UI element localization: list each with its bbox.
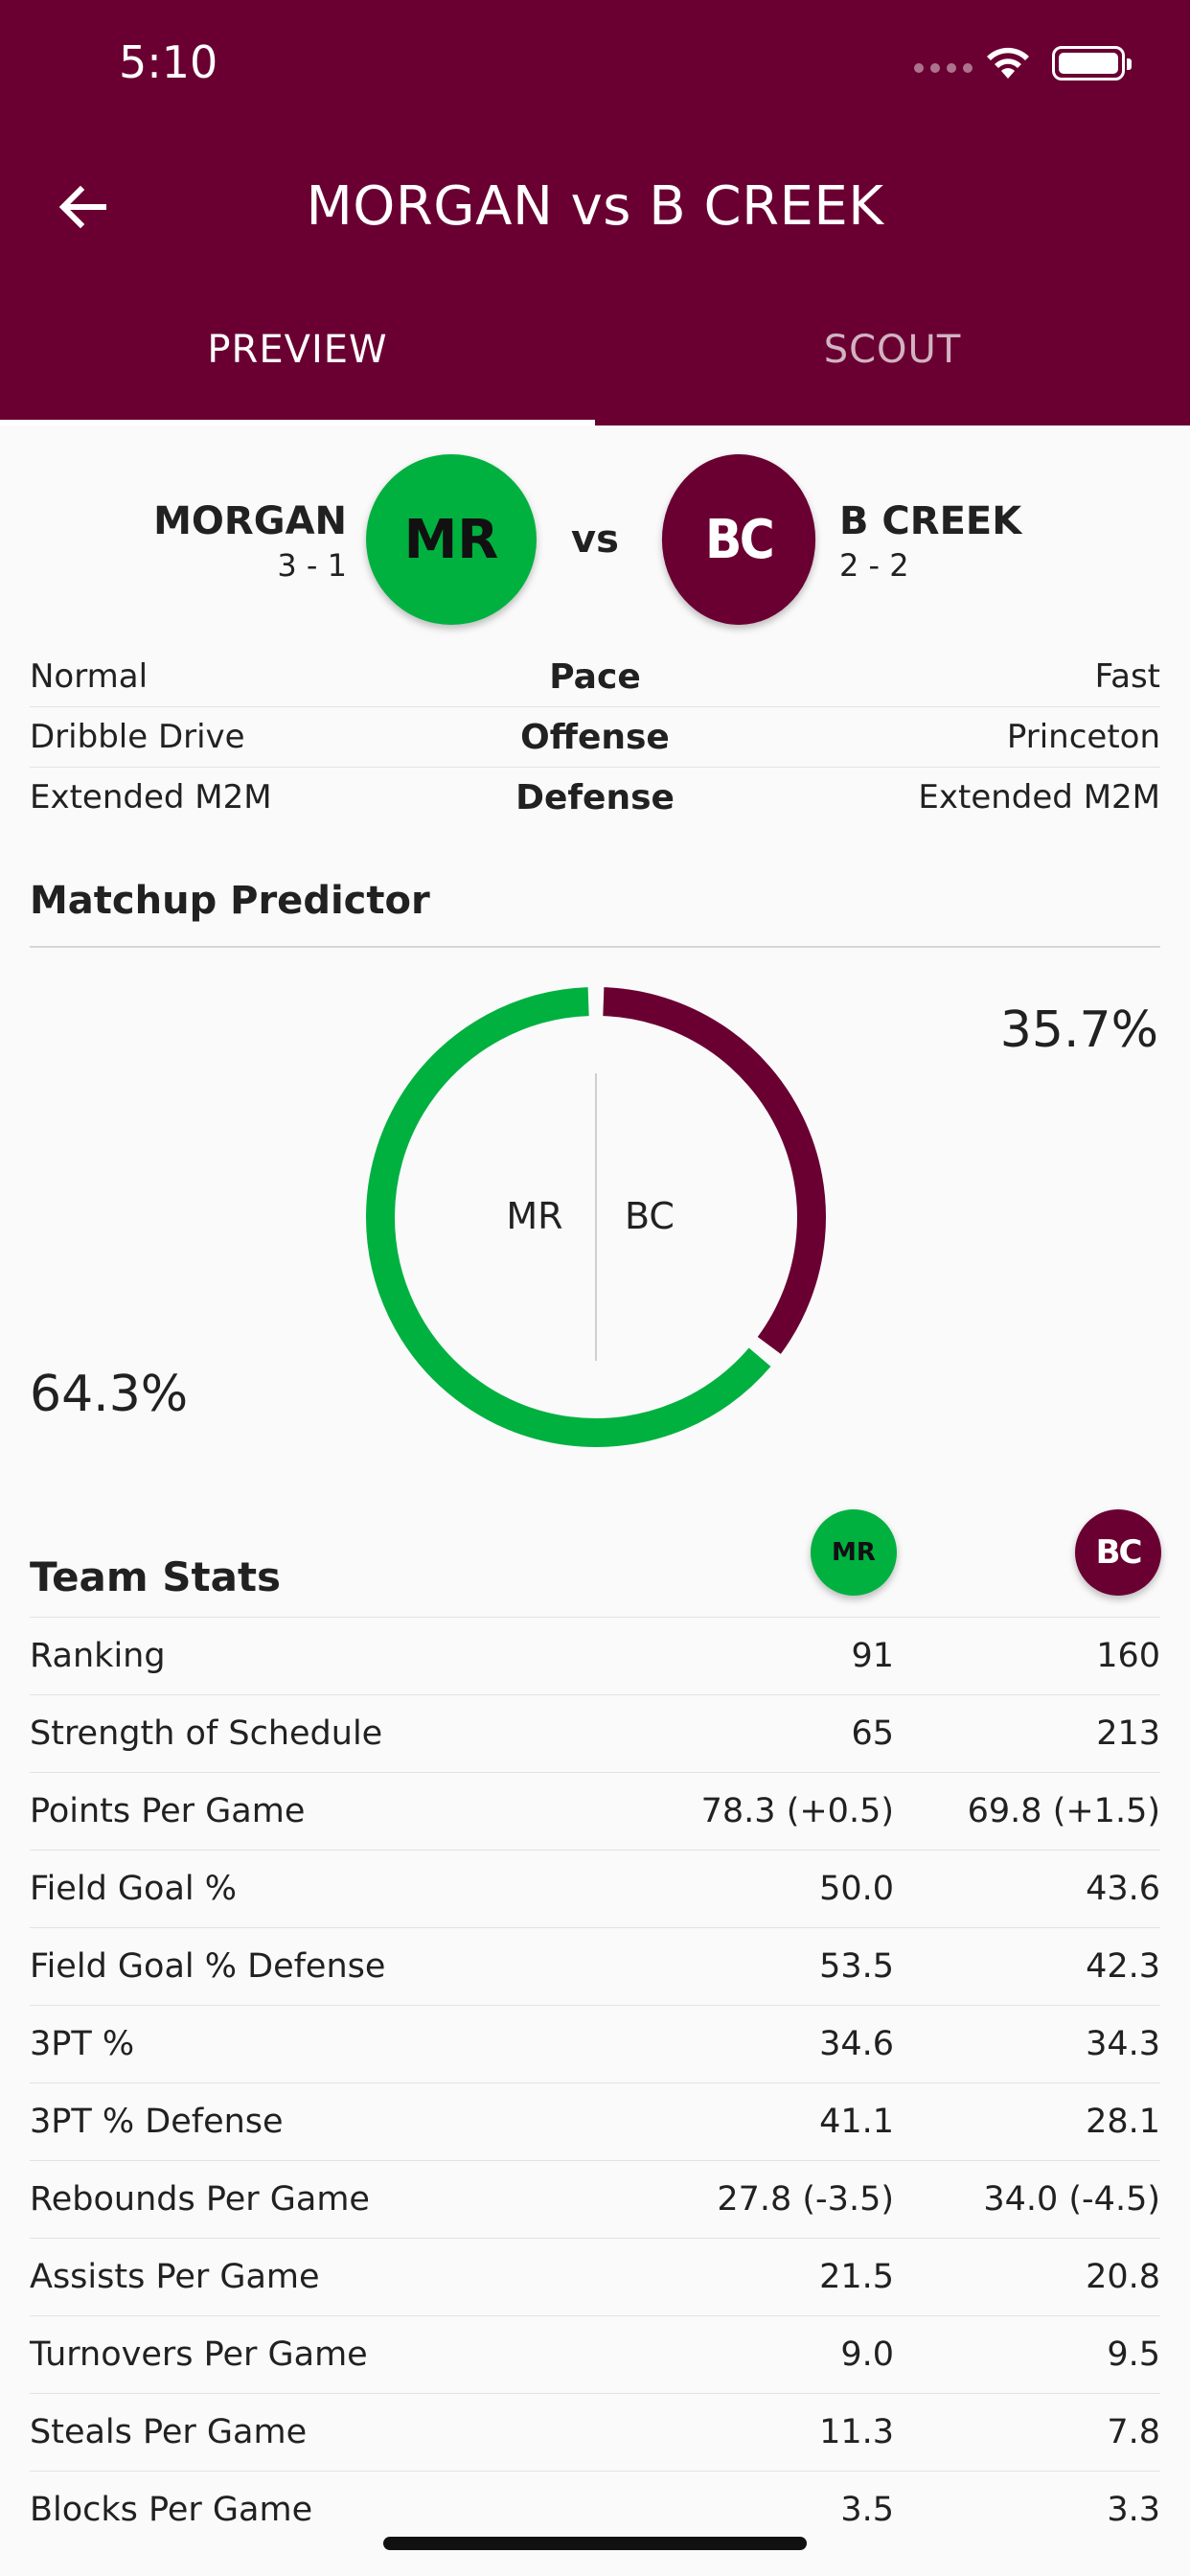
home-value: Normal (30, 657, 149, 696)
home-stat-value: 9.0 (840, 2335, 894, 2374)
matchup-header: MORGAN 3 - 1 MR vs BC B CREEK 2 - 2 (0, 450, 1190, 632)
stats-row: 3PT % 34.6 34.3 (30, 2006, 1160, 2083)
stats-row: 3PT % Defense 41.1 28.1 (30, 2083, 1160, 2161)
stat-label: Field Goal % Defense (30, 1947, 386, 1986)
home-stat-value: 50.0 (819, 1870, 894, 1908)
home-stat-value: 41.1 (819, 2103, 894, 2141)
home-stat-value: 3.5 (840, 2491, 894, 2529)
signal-icon (914, 63, 973, 73)
away-team-logo[interactable]: BC (661, 454, 816, 625)
away-stat-value: 28.1 (1086, 2103, 1160, 2141)
tab-preview[interactable]: PREVIEW (207, 328, 388, 372)
away-stat-value: 160 (1096, 1637, 1160, 1675)
away-stat-value: 9.5 (1107, 2335, 1160, 2374)
home-win-probability: 64.3% (30, 1366, 189, 1423)
stats-row: Rebounds Per Game 27.8 (-3.5) 34.0 (-4.5) (30, 2161, 1160, 2239)
predictor-title: Matchup Predictor (30, 879, 430, 923)
status-time: 5:10 (119, 36, 218, 88)
home-team-record: 3 - 1 (277, 547, 347, 584)
arrow-left-icon (58, 185, 106, 229)
style-comparison: Normal Pace Fast Dribble Drive Offense P… (30, 647, 1160, 828)
stat-label: Points Per Game (30, 1792, 306, 1830)
home-stat-value: 91 (851, 1637, 894, 1675)
home-probability-arc (366, 987, 771, 1447)
team-stats-table: Ranking 91 160 Strength of Schedule 65 213 P… (30, 1617, 1160, 2549)
stat-label: 3PT % (30, 2025, 135, 2063)
back-button[interactable] (48, 172, 117, 242)
stat-label: Steals Per Game (30, 2413, 308, 2451)
away-value: Princeton (1006, 718, 1160, 756)
away-value: Extended M2M (918, 778, 1160, 816)
battery-icon (1052, 46, 1132, 80)
away-stat-value: 69.8 (+1.5) (967, 1792, 1160, 1830)
tab-scout[interactable]: SCOUT (823, 328, 962, 372)
stat-label: Assists Per Game (30, 2258, 320, 2296)
team-stats-title: Team Stats (30, 1553, 282, 1600)
stats-row: Field Goal % 50.0 43.6 (30, 1851, 1160, 1928)
away-probability-arc (603, 987, 826, 1354)
home-stat-value: 78.3 (+0.5) (700, 1792, 894, 1830)
stat-label: Strength of Schedule (30, 1714, 383, 1753)
away-stat-value: 42.3 (1086, 1947, 1160, 1986)
compare-label: Offense (520, 718, 670, 757)
home-value: Dribble Drive (30, 718, 245, 756)
away-team-name: B CREEK (839, 499, 1022, 543)
stat-label: 3PT % Defense (30, 2103, 284, 2141)
stat-label: Field Goal % (30, 1870, 237, 1908)
stats-row: Strength of Schedule 65 213 (30, 1695, 1160, 1773)
stats-row: Assists Per Game 21.5 20.8 (30, 2239, 1160, 2316)
app-header: 5:10 MORGAN vs B CREEK PREVIEW SCOUT (0, 0, 1190, 426)
away-stat-value: 34.0 (-4.5) (983, 2180, 1160, 2219)
section-divider (30, 946, 1160, 948)
vs-label: vs (571, 518, 619, 562)
home-value: Extended M2M (30, 778, 272, 816)
home-team-logo[interactable]: MR (366, 454, 537, 625)
stats-row: Blocks Per Game 3.5 3.3 (30, 2472, 1160, 2549)
away-win-probability: 35.7% (999, 1001, 1158, 1059)
donut-home-label: MR (506, 1195, 562, 1237)
compare-row-defense: Extended M2M Defense Extended M2M (30, 768, 1160, 828)
home-team-badge-small[interactable]: MR (811, 1509, 897, 1596)
away-stat-value: 7.8 (1107, 2413, 1160, 2451)
stat-label: Turnovers Per Game (30, 2335, 368, 2374)
home-stat-value: 53.5 (819, 1947, 894, 1986)
home-stat-value: 34.6 (819, 2025, 894, 2063)
away-stat-value: 34.3 (1086, 2025, 1160, 2063)
stats-row: Points Per Game 78.3 (+0.5) 69.8 (+1.5) (30, 1773, 1160, 1851)
stat-label: Blocks Per Game (30, 2491, 313, 2529)
home-stat-value: 21.5 (819, 2258, 894, 2296)
stats-row: Turnovers Per Game 9.0 9.5 (30, 2316, 1160, 2394)
home-indicator (383, 2537, 807, 2550)
compare-row-offense: Dribble Drive Offense Princeton (30, 707, 1160, 768)
away-value: Fast (1094, 657, 1160, 696)
page-title: MORGAN vs B CREEK (306, 175, 884, 238)
away-stat-value: 3.3 (1107, 2491, 1160, 2529)
stats-row: Steals Per Game 11.3 7.8 (30, 2394, 1160, 2472)
stat-label: Ranking (30, 1637, 166, 1675)
away-stat-value: 43.6 (1086, 1870, 1160, 1908)
away-stat-value: 20.8 (1086, 2258, 1160, 2296)
compare-row-pace: Normal Pace Fast (30, 647, 1160, 707)
compare-label: Pace (549, 657, 641, 697)
win-probability-donut: MR BC (366, 987, 826, 1447)
tab-indicator (0, 420, 595, 426)
home-stat-value: 65 (851, 1714, 894, 1753)
donut-away-label: BC (625, 1195, 675, 1237)
away-team-badge-small[interactable]: BC (1075, 1509, 1161, 1596)
away-team-record: 2 - 2 (839, 547, 909, 584)
stats-row: Ranking 91 160 (30, 1618, 1160, 1695)
compare-label: Defense (515, 778, 675, 817)
away-stat-value: 213 (1096, 1714, 1160, 1753)
home-stat-value: 27.8 (-3.5) (717, 2180, 894, 2219)
wifi-icon (987, 47, 1029, 79)
stat-label: Rebounds Per Game (30, 2180, 370, 2219)
home-team-name: MORGAN (153, 499, 347, 543)
stats-row: Field Goal % Defense 53.5 42.3 (30, 1928, 1160, 2006)
home-stat-value: 11.3 (819, 2413, 894, 2451)
